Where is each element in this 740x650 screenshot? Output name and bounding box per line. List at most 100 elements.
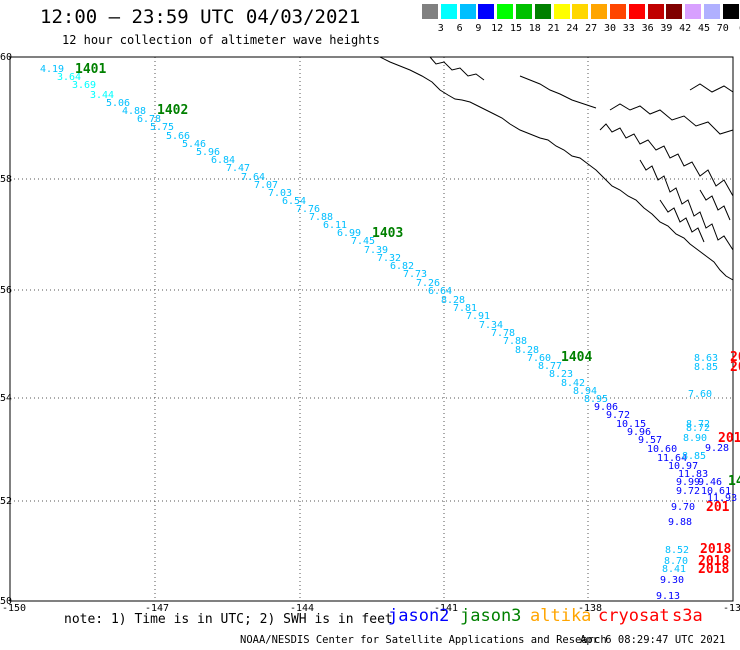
wave-value: 11.64	[657, 453, 687, 464]
legend-swatch	[666, 4, 683, 19]
wave-value: 5.66	[166, 131, 190, 142]
wave-value: 7.34	[479, 320, 503, 331]
wave-value: 6.99	[337, 228, 361, 239]
satellite-cryosat: cryosat	[598, 606, 670, 626]
wave-value: 7.88	[309, 212, 333, 223]
track-label: 1401	[75, 62, 106, 77]
coastline-segment	[659, 199, 705, 243]
track-label: 20	[730, 360, 740, 375]
track-label: 2018	[698, 562, 729, 577]
wave-value: 8.72	[686, 419, 710, 430]
wave-value: 8.41	[662, 564, 686, 575]
legend-label: 24	[566, 23, 579, 34]
wave-value: 6.54	[282, 196, 306, 207]
track-label: 1402	[157, 103, 188, 118]
wave-value: 8.70	[664, 556, 688, 567]
wave-value: 5.06	[106, 98, 130, 109]
lat-label: 60	[0, 52, 12, 63]
legend-swatch	[610, 4, 626, 19]
track-label: 1403	[372, 226, 403, 241]
coastline-segment	[699, 189, 731, 221]
wave-value: 8.77	[538, 361, 562, 372]
wave-value: 5.96	[196, 147, 220, 158]
footer-note: note: 1) Time is in UTC; 2) SWH is in fe…	[64, 612, 393, 627]
legend-label: 27	[585, 23, 598, 34]
wave-value: 6.84	[211, 155, 235, 166]
lon-label: -138	[578, 603, 602, 614]
legend-swatch	[628, 4, 645, 19]
satellite-altika: altika	[530, 606, 592, 626]
track-label: 14	[728, 474, 740, 489]
wave-value: 7.07	[254, 180, 278, 191]
legend-swatch	[572, 4, 589, 19]
wave-value: 9.57	[638, 435, 662, 446]
lon-label: -144	[290, 603, 314, 614]
wave-value: 6.11	[323, 220, 347, 231]
wave-value: 8.95	[584, 394, 608, 405]
satellite-jason3: jason3	[460, 606, 522, 626]
legend-label: 45	[697, 23, 711, 34]
wave-value: 11.93	[707, 493, 737, 504]
legend-label: 6	[456, 23, 463, 34]
wave-value: 6.78	[137, 114, 161, 125]
wave-value: 10.15	[616, 419, 646, 430]
wave-value: 8.42	[561, 378, 585, 389]
wave-value: 8.63	[694, 353, 718, 364]
graticule	[10, 57, 733, 601]
wave-value: 8.94	[573, 386, 597, 397]
legend-label: 39	[660, 23, 673, 34]
map-title: 12:00 — 23:59 UTC 04/03/2021	[40, 6, 361, 28]
legend-swatch	[422, 4, 438, 19]
legend-label: 70	[716, 23, 729, 34]
wave-value: 7.03	[268, 188, 292, 199]
lat-label: 50	[0, 596, 12, 607]
wave-value: 7.76	[296, 204, 320, 215]
satellite-s3a: s3a	[672, 606, 703, 626]
legend-swatch	[591, 4, 608, 19]
coastline-segment	[429, 56, 485, 81]
longitude-labels: -150 -147 -144 -141 -138 -13	[2, 603, 740, 614]
wave-value: 8.23	[549, 369, 573, 380]
wave-value: 9.72	[676, 486, 700, 497]
wave-value: 4.19	[40, 64, 64, 75]
wave-value: 11.83	[678, 469, 708, 480]
legend-label: 12	[491, 23, 504, 34]
wave-value: 9.96	[627, 427, 651, 438]
lon-label: -13	[723, 603, 740, 614]
legend-swatch	[534, 4, 551, 19]
coastline-segment	[689, 83, 734, 93]
wave-value: 7.32	[377, 253, 401, 264]
legend-swatch	[685, 4, 702, 19]
wave-value: 9.72	[606, 410, 630, 421]
track-label: 2018	[700, 542, 731, 557]
coastline-segment	[639, 159, 734, 251]
track-labels: 1401140214031404142018201820182012012020	[75, 62, 740, 577]
legend-label: 9	[475, 23, 482, 34]
wave-value: 9.46	[698, 477, 722, 488]
wave-value: 7.64	[241, 172, 265, 183]
track-label: 201	[718, 431, 740, 446]
map-frame	[9, 56, 734, 602]
wave-value: 9.99	[676, 477, 700, 488]
legend-unit: (ft)	[738, 23, 740, 34]
coastline-segment	[609, 103, 734, 135]
wave-value: 8.52	[665, 545, 689, 556]
wave-value: 7.73	[403, 269, 427, 280]
wave-value: 3.44	[90, 90, 114, 101]
legend-swatch	[722, 4, 739, 19]
lon-label: -150	[2, 603, 26, 614]
wave-value: 3.69	[72, 80, 96, 91]
wave-value: 6.64	[428, 286, 452, 297]
wave-value: 9.13	[656, 591, 680, 602]
wave-value: 10.60	[647, 444, 677, 455]
wave-value: 8.72	[686, 423, 710, 434]
wave-value: 7.81	[453, 303, 477, 314]
coastline-segment	[599, 123, 734, 197]
wave-value: 8.90	[683, 433, 707, 444]
wave-value: 10.61	[701, 486, 731, 497]
wave-value: 5.75	[150, 122, 174, 133]
lon-label: -147	[145, 603, 169, 614]
legend-swatch	[497, 4, 514, 19]
legend-label: 18	[528, 23, 541, 34]
